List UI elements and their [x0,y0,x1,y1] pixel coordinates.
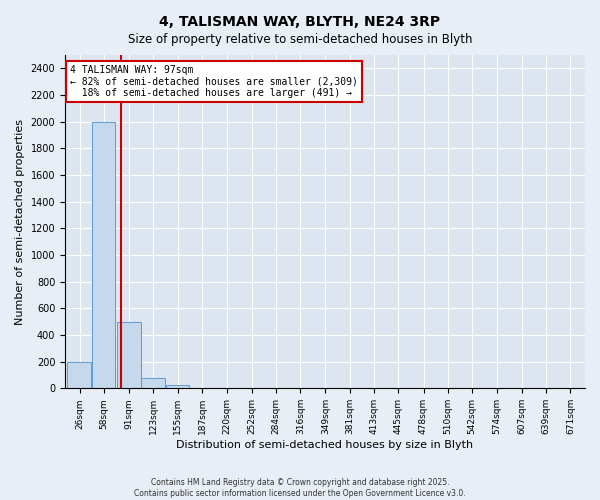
X-axis label: Distribution of semi-detached houses by size in Blyth: Distribution of semi-detached houses by … [176,440,473,450]
Y-axis label: Number of semi-detached properties: Number of semi-detached properties [15,118,25,324]
Bar [141,378,165,388]
Bar [117,322,140,388]
Text: Contains HM Land Registry data © Crown copyright and database right 2025.
Contai: Contains HM Land Registry data © Crown c… [134,478,466,498]
Text: 4, TALISMAN WAY, BLYTH, NE24 3RP: 4, TALISMAN WAY, BLYTH, NE24 3RP [160,15,440,29]
Text: Size of property relative to semi-detached houses in Blyth: Size of property relative to semi-detach… [128,32,472,46]
Bar [92,122,115,388]
Text: 4 TALISMAN WAY: 97sqm
← 82% of semi-detached houses are smaller (2,309)
  18% of: 4 TALISMAN WAY: 97sqm ← 82% of semi-deta… [70,65,358,98]
Bar [67,362,91,388]
Bar [166,385,189,388]
